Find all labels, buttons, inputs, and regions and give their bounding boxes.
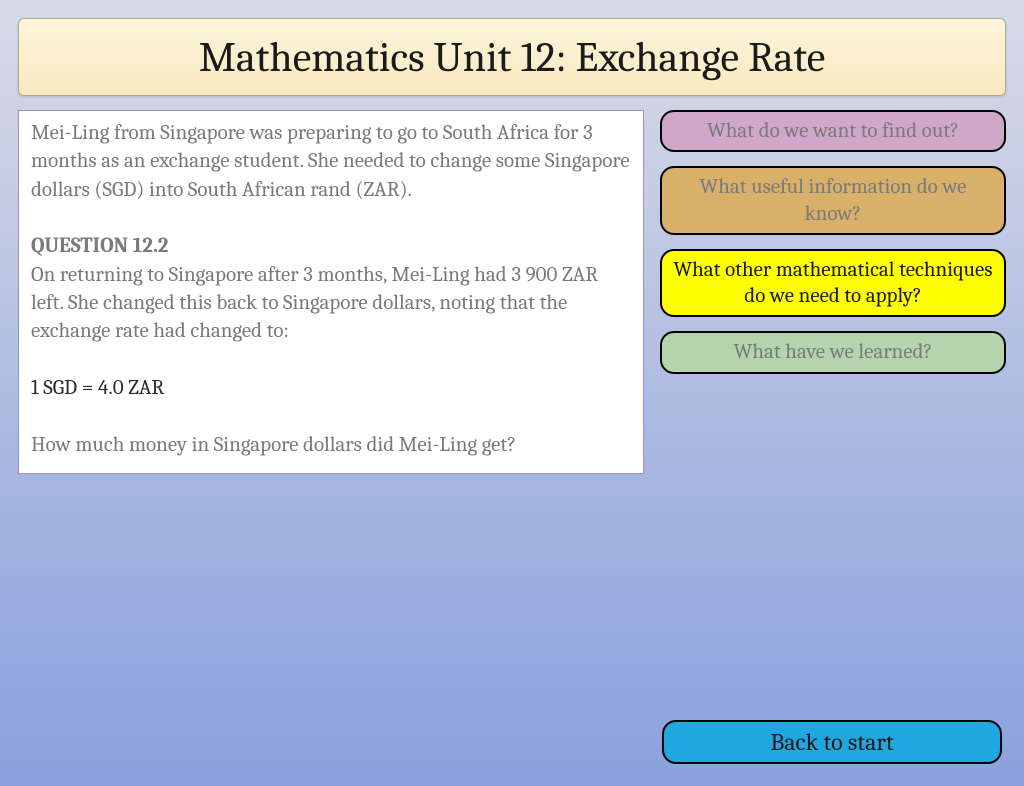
content-row: Mei-Ling from Singapore was preparing to… (18, 110, 1006, 474)
problem-body-2: How much money in Singapore dollars did … (31, 431, 631, 459)
btn-find-out[interactable]: What do we want to find out? (660, 110, 1006, 152)
btn-learned[interactable]: What have we learned? (660, 331, 1006, 373)
side-column: What do we want to find out? What useful… (660, 110, 1006, 374)
page-title: Mathematics Unit 12: Exchange Rate (199, 33, 825, 82)
btn-useful-info[interactable]: What useful information do we know? (660, 166, 1006, 235)
problem-intro: Mei-Ling from Singapore was preparing to… (31, 119, 631, 204)
question-label: QUESTION 12.2 (31, 232, 631, 260)
btn-techniques[interactable]: What other mathematical techniques do we… (660, 249, 1006, 318)
back-to-start-button[interactable]: Back to start (662, 720, 1002, 764)
exchange-rate: 1 SGD = 4.0 ZAR (31, 374, 631, 402)
problem-body-1: On returning to Singapore after 3 months… (31, 261, 631, 346)
title-bar: Mathematics Unit 12: Exchange Rate (18, 18, 1006, 96)
problem-box: Mei-Ling from Singapore was preparing to… (18, 110, 644, 474)
